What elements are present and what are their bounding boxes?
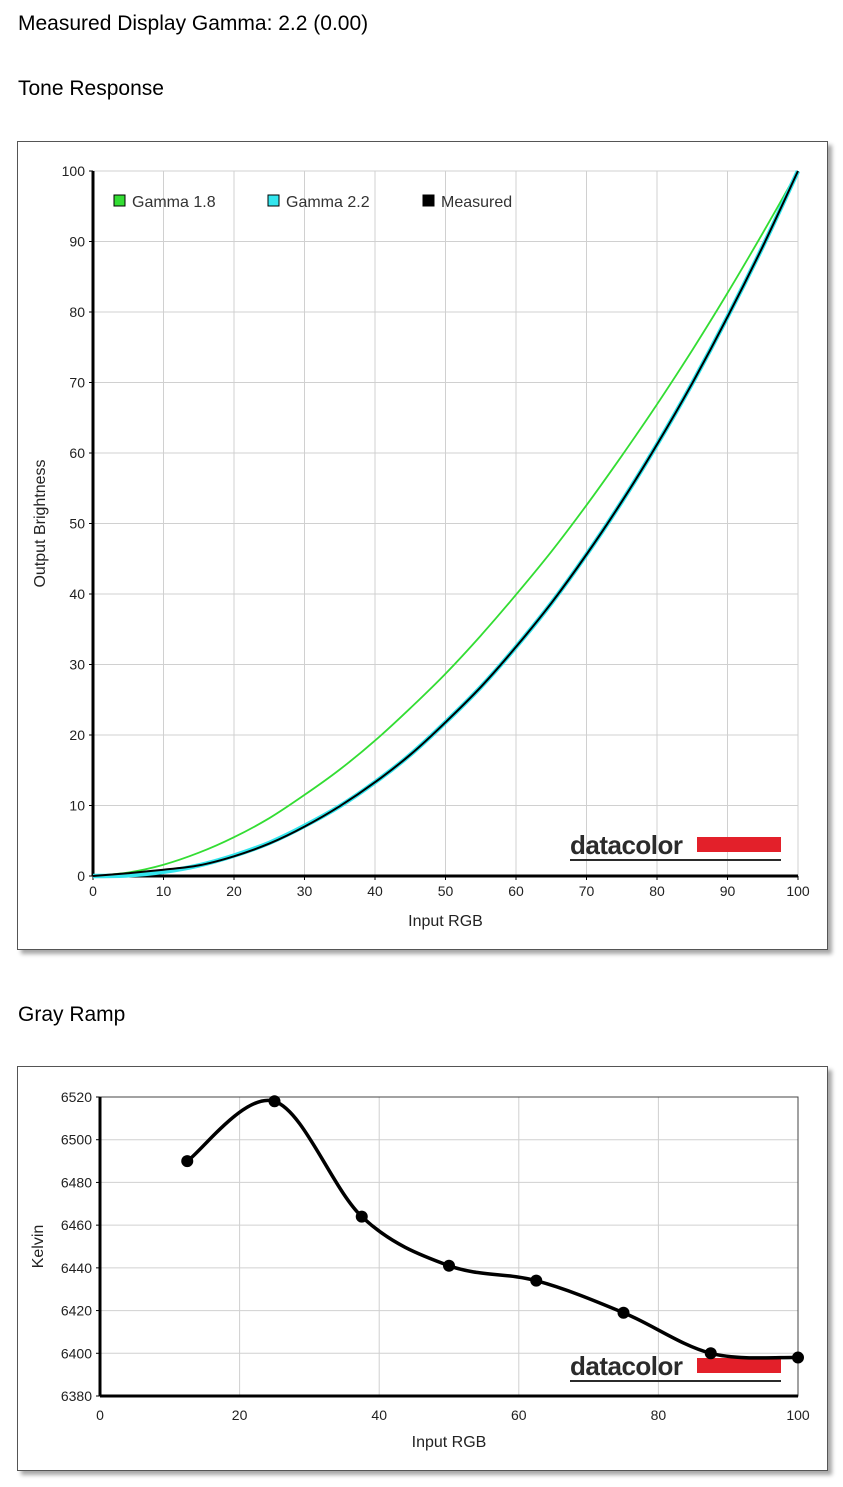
gray-ramp-chart: 0 20 40 60 80 100 6380 6400 6420 6440 6460 6480 6500… — [17, 1066, 828, 1471]
x-tick-label: 90 — [720, 883, 736, 899]
x-tick-label: 80 — [649, 883, 665, 899]
x-tick-label: 0 — [96, 1407, 104, 1423]
x-tick-label: 0 — [89, 883, 97, 899]
legend-label: Measured — [441, 194, 512, 211]
gray-ramp-heading: Gray Ramp — [18, 1003, 126, 1026]
x-tick-label: 50 — [438, 883, 454, 899]
x-tick-label: 60 — [508, 883, 524, 899]
y-tick-label: 6420 — [61, 1303, 92, 1319]
legend-swatch — [113, 194, 126, 207]
y-tick-label: 6520 — [61, 1089, 92, 1105]
y-tick-label: 10 — [69, 798, 85, 814]
legend-swatch — [422, 194, 435, 207]
measured-gamma-heading: Measured Display Gamma: 2.2 (0.00) — [18, 12, 369, 35]
series-line-measured — [92, 170, 799, 877]
legend-label: Gamma 1.8 — [132, 194, 216, 211]
y-tick-label: 30 — [69, 657, 85, 673]
y-axis-label: Output Brightness — [32, 459, 49, 587]
kelvin-point — [530, 1274, 543, 1287]
y-tick-label: 80 — [69, 304, 85, 320]
kelvin-point — [617, 1306, 630, 1319]
x-tick-label: 100 — [786, 883, 810, 899]
y-tick-label: 90 — [69, 234, 85, 250]
y-tick-label: 40 — [69, 586, 85, 602]
kelvin-point — [181, 1155, 194, 1168]
y-tick-label: 60 — [69, 445, 85, 461]
tone-response-chart: 0 10 20 30 40 50 60 70 80 90 100 0 10 20 30 40 50 60 70 80 9… — [17, 141, 828, 950]
kelvin-point — [704, 1347, 717, 1360]
y-tick-label: 50 — [69, 516, 85, 532]
datacolor-logo-bar — [697, 1358, 781, 1373]
datacolor-logo: datacolor — [570, 1351, 781, 1382]
datacolor-logo-bar — [697, 837, 781, 852]
y-tick-label: 70 — [69, 375, 85, 391]
x-tick-label: 100 — [786, 1407, 810, 1423]
legend-swatch — [267, 194, 280, 207]
gray-ramp-plot: 0 20 40 60 80 100 6380 6400 6420 6440 6460 6480 6500… — [30, 1089, 810, 1451]
kelvin-point — [443, 1259, 455, 1272]
kelvin-point — [792, 1351, 804, 1364]
y-axis-label: Kelvin — [30, 1225, 47, 1269]
datacolor-logo: datacolor — [570, 830, 781, 861]
y-tick-label: 6460 — [61, 1217, 92, 1233]
series-line-gamma-1-8 — [92, 170, 799, 877]
x-axis-label: Input RGB — [408, 913, 483, 930]
tone-response-heading: Tone Response — [18, 77, 164, 100]
datacolor-logo-text: datacolor — [570, 830, 683, 860]
x-tick-label: 30 — [297, 883, 313, 899]
x-tick-label: 40 — [367, 883, 383, 899]
x-tick-label: 10 — [156, 883, 172, 899]
y-tick-label: 6440 — [61, 1260, 92, 1276]
y-tick-label: 0 — [77, 868, 85, 884]
y-tick-label: 100 — [62, 163, 86, 179]
y-tick-label: 6500 — [61, 1132, 92, 1148]
kelvin-point — [268, 1095, 281, 1108]
datacolor-logo-text: datacolor — [570, 1351, 683, 1381]
kelvin-point — [355, 1210, 368, 1223]
y-tick-label: 6400 — [61, 1345, 92, 1361]
x-tick-label: 20 — [232, 1407, 248, 1423]
kelvin-line — [186, 1098, 799, 1360]
x-tick-label: 60 — [511, 1407, 527, 1423]
tone-response-plot: 0 10 20 30 40 50 60 70 80 90 100 0 10 20 30 40 50 60 70 80 9… — [32, 163, 810, 930]
x-tick-label: 40 — [371, 1407, 387, 1423]
y-tick-label: 6380 — [61, 1388, 92, 1404]
x-tick-label: 70 — [579, 883, 595, 899]
y-tick-label: 20 — [69, 727, 85, 743]
y-tick-label: 6480 — [61, 1174, 92, 1190]
x-tick-label: 20 — [226, 883, 242, 899]
x-axis-label: Input RGB — [412, 1434, 487, 1451]
plot-frame — [99, 1096, 799, 1397]
x-tick-label: 80 — [651, 1407, 667, 1423]
legend-label: Gamma 2.2 — [286, 194, 370, 211]
